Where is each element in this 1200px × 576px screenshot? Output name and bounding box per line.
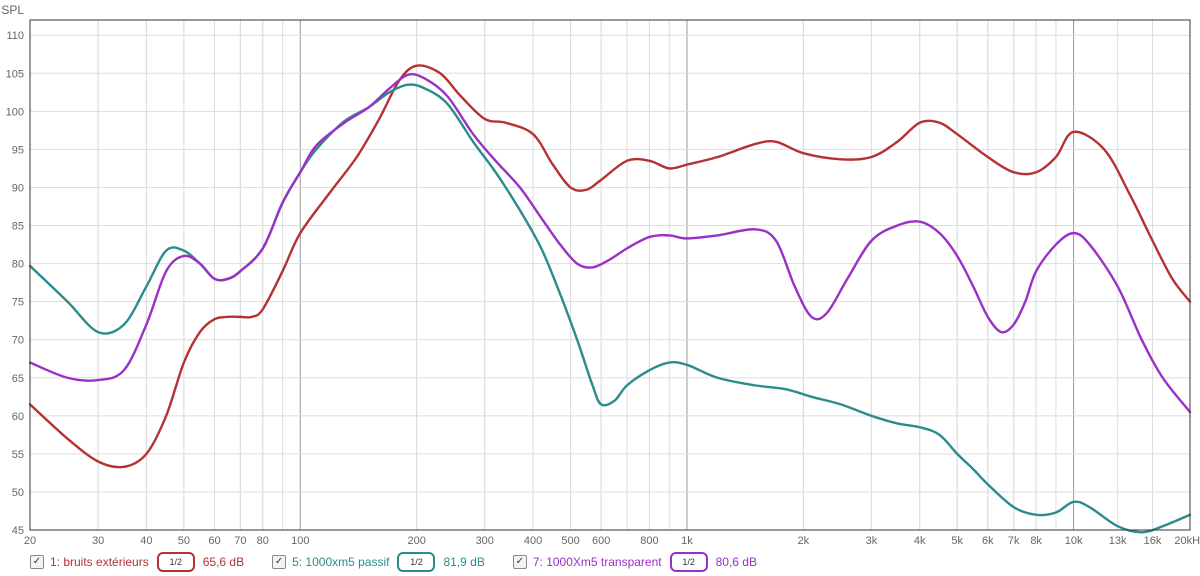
svg-text:70: 70 [12,335,24,347]
svg-text:50: 50 [12,487,24,499]
svg-text:100: 100 [291,535,309,547]
legend-label: 7: 1000Xm5 transparent [533,555,662,569]
svg-text:SPL: SPL [1,3,24,17]
legend-label: 1: bruits extérieurs [50,555,149,569]
svg-text:7k: 7k [1008,535,1020,547]
svg-text:2k: 2k [798,535,810,547]
svg-text:13k: 13k [1109,535,1127,547]
svg-text:8k: 8k [1030,535,1042,547]
svg-text:60: 60 [208,535,220,547]
svg-text:105: 105 [6,68,24,80]
svg-text:20kHz: 20kHz [1174,535,1200,547]
svg-text:90: 90 [12,182,24,194]
legend-value: 81,9 dB [443,555,484,569]
svg-text:55: 55 [12,449,24,461]
smoothing-badge: 1/2 [157,552,195,572]
svg-text:45: 45 [12,525,24,537]
svg-text:6k: 6k [982,535,994,547]
svg-text:70: 70 [234,535,246,547]
svg-text:65: 65 [12,373,24,385]
svg-text:30: 30 [92,535,104,547]
svg-text:75: 75 [12,297,24,309]
svg-text:60: 60 [12,411,24,423]
svg-text:80: 80 [257,535,269,547]
legend: ✓ 1: bruits extérieurs 1/2 65,6 dB ✓ 5: … [0,552,1200,572]
legend-label: 5: 1000xm5 passif [292,555,389,569]
svg-text:50: 50 [178,535,190,547]
svg-text:600: 600 [592,535,610,547]
legend-item-transparent[interactable]: ✓ 7: 1000Xm5 transparent [513,555,662,569]
svg-text:85: 85 [12,221,24,233]
svg-text:3k: 3k [866,535,878,547]
smoothing-badge: 1/2 [397,552,435,572]
legend-value: 65,6 dB [203,555,244,569]
svg-text:1k: 1k [681,535,693,547]
legend-value: 80,6 dB [716,555,757,569]
svg-text:80: 80 [12,259,24,271]
svg-text:95: 95 [12,144,24,156]
checkbox-icon[interactable]: ✓ [30,555,44,569]
svg-text:500: 500 [561,535,579,547]
checkbox-icon[interactable]: ✓ [513,555,527,569]
spl-frequency-chart: 45 50 55 60 65 70 75 80 85 90 95 100 105 110 SPL 20 30 40… [0,0,1200,556]
checkbox-icon[interactable]: ✓ [272,555,286,569]
svg-text:100: 100 [6,106,24,118]
svg-text:4k: 4k [914,535,926,547]
svg-text:200: 200 [407,535,425,547]
legend-item-passif[interactable]: ✓ 5: 1000xm5 passif [272,555,389,569]
svg-text:800: 800 [640,535,658,547]
svg-text:5k: 5k [951,535,963,547]
legend-item-exterior[interactable]: ✓ 1: bruits extérieurs [30,555,149,569]
svg-text:300: 300 [476,535,494,547]
svg-text:20: 20 [24,535,36,547]
svg-text:400: 400 [524,535,542,547]
svg-text:10k: 10k [1065,535,1083,547]
svg-text:110: 110 [6,30,24,42]
svg-text:40: 40 [140,535,152,547]
svg-text:16k: 16k [1144,535,1162,547]
smoothing-badge: 1/2 [670,552,708,572]
